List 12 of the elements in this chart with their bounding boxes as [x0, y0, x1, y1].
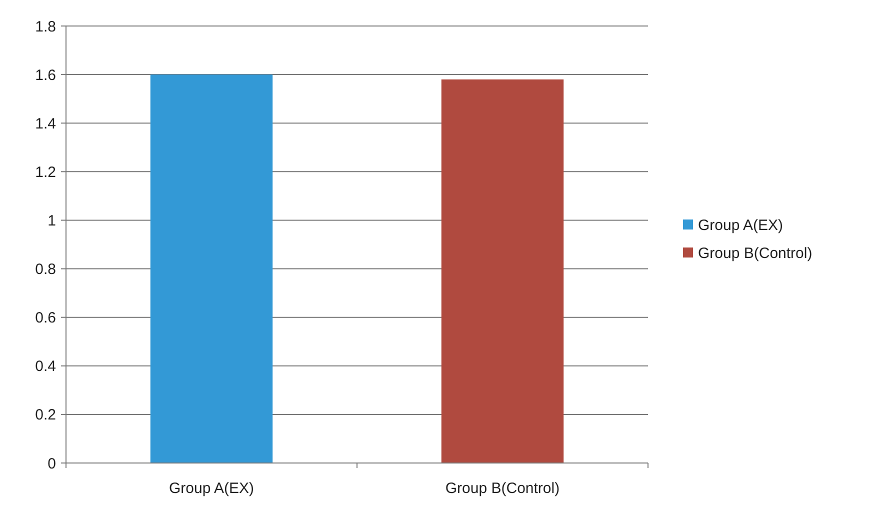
y-tick-label: 1 — [48, 212, 56, 230]
y-tick-label: 0 — [48, 455, 56, 472]
y-tick-label: 1.2 — [35, 164, 56, 181]
legend-label: Group A(EX) — [698, 216, 784, 234]
y-tick-label: 0.2 — [35, 406, 56, 424]
y-tick-label: 1.8 — [35, 18, 56, 36]
y-tick-label: 1.6 — [35, 66, 56, 84]
y-tick-label: 0.6 — [35, 310, 56, 327]
y-tick-label: 0.4 — [35, 358, 56, 376]
legend-label: Group B(Control) — [698, 244, 812, 262]
y-tick-label: 1.4 — [35, 115, 56, 132]
y-tick-label: 0.8 — [35, 261, 56, 278]
